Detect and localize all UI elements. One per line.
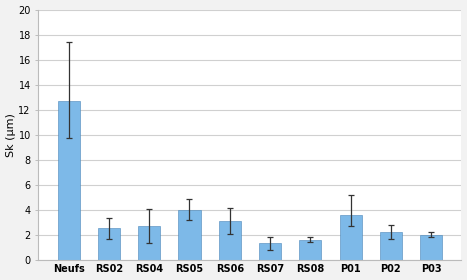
Bar: [420, 235, 442, 260]
Bar: [299, 240, 321, 260]
Bar: [98, 228, 120, 260]
Y-axis label: Sk (µm): Sk (µm): [6, 113, 15, 157]
Bar: [178, 209, 200, 260]
Bar: [259, 243, 281, 260]
Bar: [380, 232, 402, 260]
Bar: [57, 101, 80, 260]
Bar: [340, 214, 361, 260]
Bar: [219, 221, 241, 260]
Bar: [138, 226, 160, 260]
